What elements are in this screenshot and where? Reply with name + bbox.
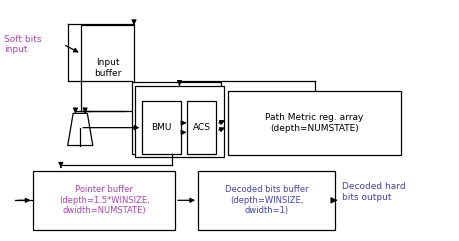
Text: Pointer buffer
(depth=1.5*WINSIZE,
dwidth=NUMSTATE): Pointer buffer (depth=1.5*WINSIZE, dwidt… (59, 185, 149, 215)
FancyBboxPatch shape (34, 171, 175, 230)
Text: Input
buffer: Input buffer (94, 58, 121, 78)
Text: Decoded hard
bits output: Decoded hard bits output (341, 182, 405, 202)
FancyBboxPatch shape (131, 82, 220, 154)
Text: Decoded bits buffer
(depth=WINSIZE,
dwidth=1): Decoded bits buffer (depth=WINSIZE, dwid… (224, 185, 308, 215)
FancyBboxPatch shape (81, 25, 134, 111)
Text: ACS: ACS (192, 123, 210, 132)
Text: Path Metric reg. array
(depth=NUMSTATE): Path Metric reg. array (depth=NUMSTATE) (265, 113, 363, 133)
Text: BMU: BMU (151, 123, 172, 132)
FancyBboxPatch shape (227, 91, 401, 155)
FancyBboxPatch shape (134, 86, 224, 157)
FancyBboxPatch shape (197, 171, 335, 230)
FancyBboxPatch shape (186, 101, 216, 154)
FancyBboxPatch shape (142, 101, 181, 154)
Text: Soft bits
input: Soft bits input (4, 34, 41, 54)
Polygon shape (67, 113, 93, 146)
